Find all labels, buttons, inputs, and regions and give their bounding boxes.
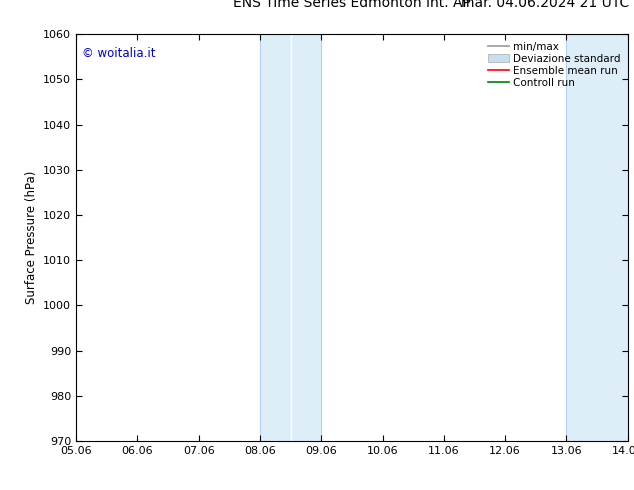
Text: ENS Time Series Edmonton Int. AP: ENS Time Series Edmonton Int. AP: [233, 0, 471, 10]
Text: mar. 04.06.2024 21 UTC: mar. 04.06.2024 21 UTC: [461, 0, 629, 10]
Bar: [566, 34, 628, 441]
Legend: min/max, Deviazione standard, Ensemble mean run, Controll run: min/max, Deviazione standard, Ensemble m…: [486, 40, 623, 90]
Text: © woitalia.it: © woitalia.it: [82, 47, 155, 59]
Bar: [260, 34, 321, 441]
Y-axis label: Surface Pressure (hPa): Surface Pressure (hPa): [25, 171, 37, 304]
